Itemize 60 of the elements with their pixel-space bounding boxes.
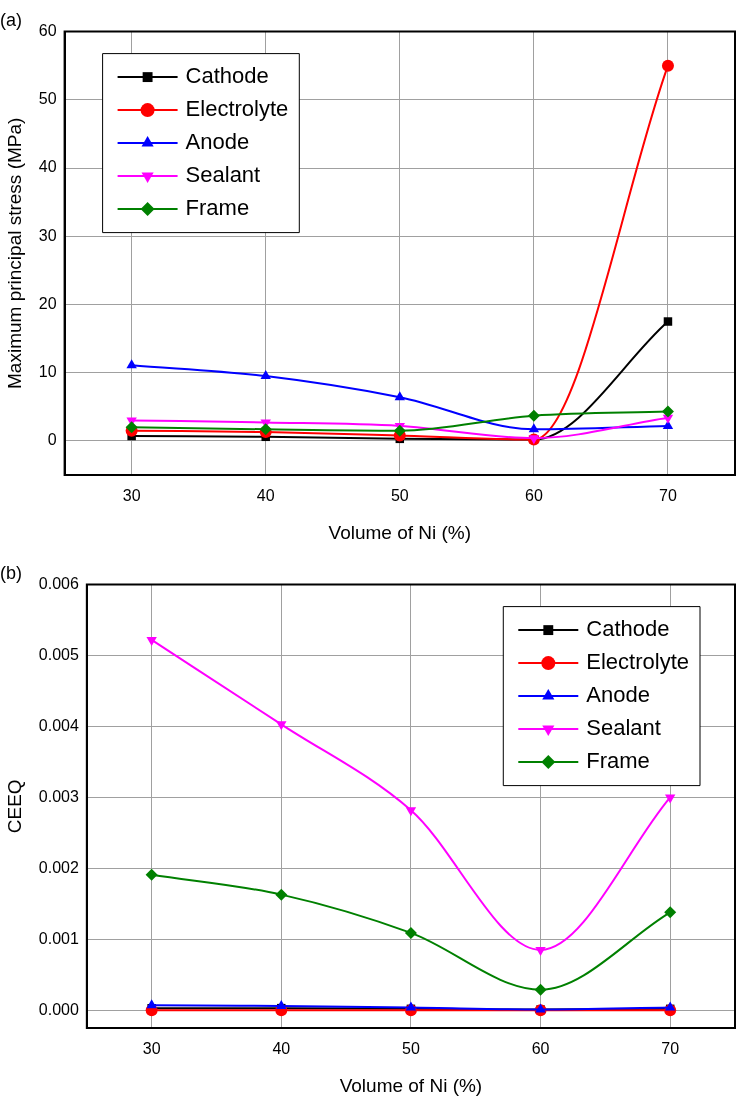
point	[276, 721, 287, 731]
y-tick-label: 60	[38, 22, 57, 40]
y-tick-label: 0	[47, 431, 57, 449]
x-axis-title: Volume of Ni (%)	[339, 1074, 483, 1096]
point	[275, 888, 288, 901]
chart-title: (a)	[0, 9, 22, 30]
x-tick-label: 30	[142, 1040, 161, 1058]
legend-label: Cathode	[586, 616, 670, 642]
x-axis-title: Volume of Ni (%)	[328, 521, 472, 543]
y-axis-title: CEEQ	[3, 779, 25, 834]
y-tick-label: 0.005	[38, 645, 79, 663]
point	[394, 391, 405, 401]
point	[393, 424, 406, 437]
point	[146, 999, 157, 1009]
legend-label: Frame	[185, 195, 250, 221]
point	[534, 983, 547, 996]
point	[664, 794, 676, 804]
y-tick-label: 0.001	[38, 929, 79, 947]
point	[527, 409, 540, 422]
y-axis-title: Maximum principal stress (MPa)	[3, 117, 25, 389]
point	[661, 59, 674, 72]
y-tick-label: 30	[38, 226, 57, 244]
point	[528, 423, 540, 433]
point	[664, 906, 677, 919]
point	[404, 926, 417, 939]
legend-label: Anode	[586, 682, 650, 708]
point	[405, 807, 417, 817]
x-tick-label: 40	[272, 1040, 291, 1058]
legend-label: Anode	[185, 129, 250, 155]
y-tick-label: 0.004	[38, 716, 79, 734]
point	[260, 370, 271, 380]
x-tick-label: 60	[531, 1040, 550, 1058]
point	[661, 405, 674, 418]
y-tick-label: 0.003	[38, 787, 79, 805]
point	[663, 317, 673, 326]
x-tick-label: 60	[524, 487, 543, 505]
chart-title: (b)	[0, 562, 22, 583]
legend-label: Frame	[586, 748, 650, 774]
legend-label: Electrolyte	[185, 96, 289, 122]
y-tick-label: 0.002	[38, 858, 79, 876]
y-tick-label: 20	[38, 294, 57, 312]
legend-label: Electrolyte	[586, 649, 690, 675]
y-tick-label: 50	[38, 90, 57, 108]
legend-label: Cathode	[185, 63, 269, 89]
x-tick-label: 50	[390, 487, 409, 505]
x-tick-label: 30	[122, 487, 141, 505]
y-tick-label: 0.000	[38, 1000, 79, 1018]
y-tick-label: 10	[38, 363, 57, 381]
x-tick-label: 70	[659, 487, 677, 505]
x-tick-label: 70	[661, 1040, 680, 1058]
point	[145, 868, 158, 881]
x-tick-label: 50	[402, 1040, 420, 1058]
point	[126, 359, 137, 369]
legend-label: Sealant	[185, 162, 261, 188]
point	[535, 946, 546, 956]
point	[146, 636, 157, 646]
legend-label: Sealant	[586, 715, 661, 741]
y-tick-label: 0.006	[38, 575, 79, 593]
y-tick-label: 40	[38, 158, 57, 176]
x-tick-label: 40	[256, 487, 275, 505]
